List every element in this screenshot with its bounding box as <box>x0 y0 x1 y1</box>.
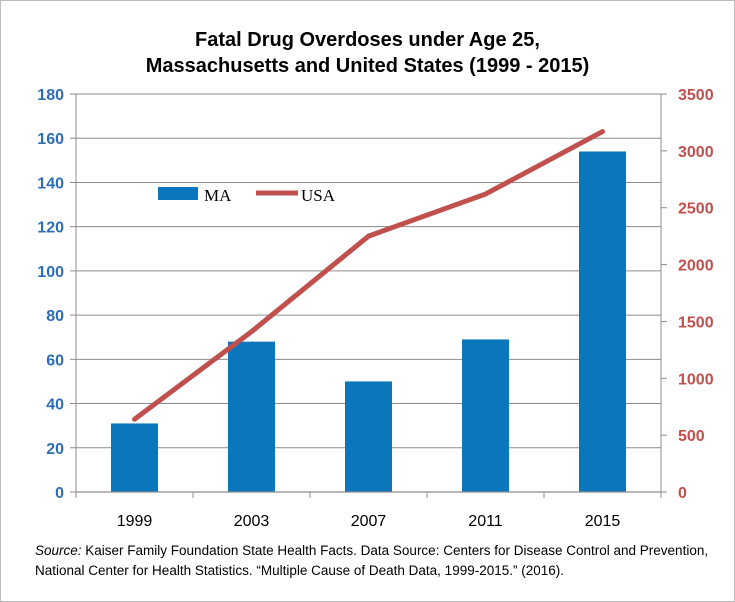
right-axis-tick-label: 3000 <box>678 144 714 161</box>
left-axis-tick-label: 80 <box>46 308 64 325</box>
left-axis-tick-label: 180 <box>37 87 64 104</box>
left-axis-tick-label: 160 <box>37 131 64 148</box>
chart-title-line-2: Massachusetts and United States (1999 - … <box>145 55 590 77</box>
chart-title: Fatal Drug Overdoses under Age 25, Massa… <box>1 27 734 79</box>
left-axis-tick-label: 120 <box>37 220 64 237</box>
combo-chart: 0 20 40 60 80 100 120 140 160 180 0 500 1000 1500 2000… <box>37 87 714 530</box>
left-axis-tick-label: 60 <box>46 352 64 369</box>
left-axis-tick-label: 40 <box>46 397 64 414</box>
right-axis-tick-label: 2500 <box>678 201 714 218</box>
bar-ma <box>579 151 626 492</box>
line-usa <box>132 129 605 422</box>
left-axis-tick-label: 100 <box>37 264 64 281</box>
x-axis-tick-label: 2011 <box>468 513 503 530</box>
right-axis-tick-label: 2000 <box>678 258 714 275</box>
x-axis-tick-label: 2007 <box>351 513 387 530</box>
source-label: Source: <box>35 543 82 558</box>
left-axis-tick-label: 140 <box>37 175 64 192</box>
right-axis-tick-label: 3500 <box>678 87 714 104</box>
right-axis-tick-label: 500 <box>678 428 705 445</box>
x-axis-tick-label: 1999 <box>117 513 153 530</box>
x-axis-tick-label: 2003 <box>234 513 270 530</box>
chart-title-line-1: Fatal Drug Overdoses under Age 25, <box>195 29 540 51</box>
left-axis-tick-label: 20 <box>46 441 64 458</box>
bar-ma <box>228 341 275 492</box>
right-axis-tick-label: 0 <box>678 485 687 502</box>
bar-ma <box>462 339 509 492</box>
bar-ma <box>345 381 392 492</box>
right-axis-tick-label: 1000 <box>678 371 714 388</box>
right-axis-tick-label: 1500 <box>678 314 714 331</box>
source-text: Kaiser Family Foundation State Health Fa… <box>35 543 709 578</box>
bar-ma <box>111 423 158 492</box>
source-note: Source: Kaiser Family Foundation State H… <box>35 541 725 581</box>
legend-label-ma: MA <box>204 186 232 205</box>
left-axis-tick-label: 0 <box>55 485 64 502</box>
legend-swatch-ma <box>158 187 198 200</box>
legend-label-usa: USA <box>301 186 336 205</box>
x-axis-tick-label: 2015 <box>585 513 621 530</box>
